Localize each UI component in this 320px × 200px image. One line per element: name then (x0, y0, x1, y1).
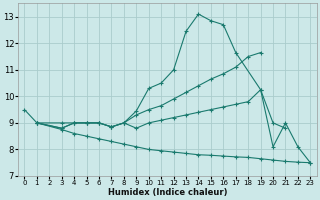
X-axis label: Humidex (Indice chaleur): Humidex (Indice chaleur) (108, 188, 227, 197)
